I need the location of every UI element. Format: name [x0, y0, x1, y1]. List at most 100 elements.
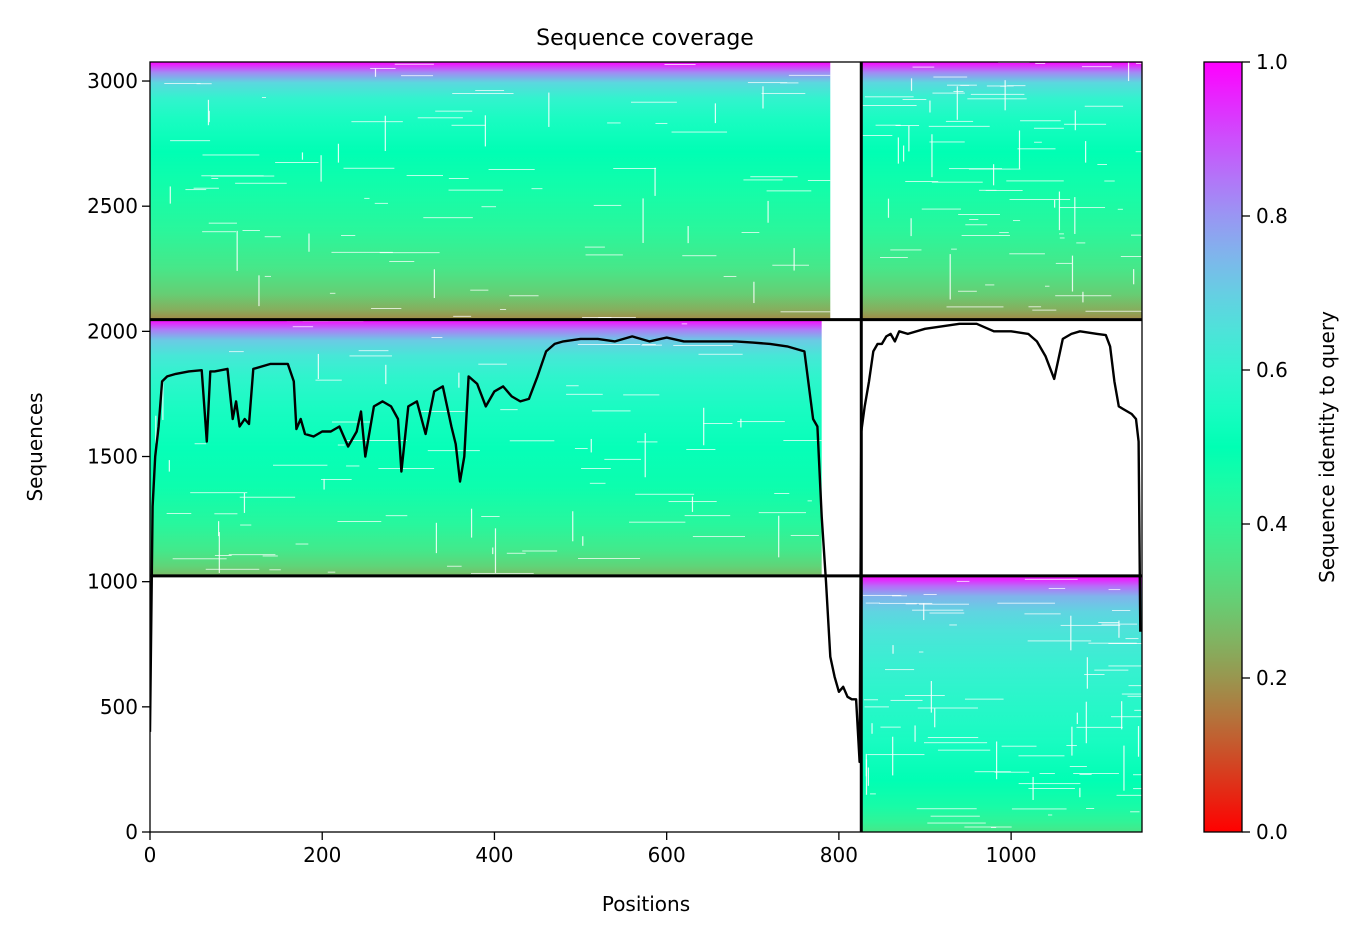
gap-streak — [780, 82, 799, 84]
gap-streak — [1097, 164, 1107, 165]
gap-streak — [421, 410, 465, 412]
gap-streak-vertical — [494, 528, 497, 573]
colorbar-tick-label: 0.0 — [1256, 820, 1288, 844]
gap-streak — [964, 698, 1004, 700]
gap-streak-vertical — [162, 379, 164, 420]
gap-streak — [1120, 256, 1142, 257]
gap-streak — [581, 468, 611, 469]
block-bottom-right — [861, 575, 1142, 832]
gap-streak — [1032, 309, 1057, 311]
gap-streak-vertical — [492, 547, 494, 555]
gap-streak-vertical — [892, 645, 894, 654]
gap-streak-vertical — [767, 200, 769, 223]
gap-streak-vertical — [1032, 776, 1034, 800]
gap-streak — [1081, 66, 1112, 68]
gap-streak-vertical — [992, 164, 995, 186]
gap-streak — [918, 651, 924, 653]
gap-streak — [1069, 766, 1087, 767]
gap-streak-vertical — [892, 736, 894, 776]
gap-streak-vertical — [753, 281, 755, 304]
gap-streak — [870, 793, 876, 795]
gap-streak-vertical — [714, 103, 716, 124]
gap-streak — [1034, 141, 1042, 143]
gap-streak — [1084, 105, 1124, 107]
x-tick-label: 800 — [820, 843, 858, 867]
gap-streak — [1011, 808, 1067, 810]
gap-streak — [994, 771, 1030, 773]
gap-streak — [1027, 640, 1092, 642]
gap-streak-vertical — [644, 433, 646, 478]
gap-streak-vertical — [1085, 141, 1087, 163]
gap-streak — [997, 602, 1056, 604]
gap-streak-vertical — [1071, 255, 1074, 292]
gap-streak-vertical — [169, 186, 171, 204]
gap-streak — [346, 465, 360, 467]
gap-streak-vertical — [207, 99, 210, 126]
gap-streak — [1059, 207, 1106, 209]
gap-streak — [1073, 773, 1119, 774]
gap-streak-vertical — [1085, 701, 1087, 744]
gap-streak — [172, 558, 227, 560]
gap-streak — [968, 168, 1021, 170]
gap-streak — [664, 64, 696, 65]
gap-streak — [481, 206, 497, 208]
gap-streak — [961, 235, 1010, 236]
plot-area — [150, 62, 1142, 832]
gap-streak — [331, 421, 372, 423]
gap-streak — [750, 176, 798, 178]
gap-streak — [932, 92, 965, 94]
y-tick-label: 2000 — [87, 319, 138, 343]
gap-streak — [374, 202, 388, 204]
gap-streak — [531, 188, 543, 190]
gap-streak — [1108, 643, 1142, 644]
y-tick-label: 1000 — [87, 570, 138, 594]
gap-streak — [607, 122, 621, 124]
gap-streak — [329, 292, 336, 294]
gap-streak — [1079, 773, 1092, 775]
gap-streak-vertical — [929, 100, 931, 113]
gap-streak — [865, 602, 880, 604]
gap-streak-vertical — [1133, 269, 1135, 285]
gap-streak — [635, 493, 695, 495]
gap-streak — [499, 309, 507, 310]
gap-streak — [315, 379, 342, 381]
gap-streaks — [155, 62, 1142, 828]
gap-streak — [1020, 120, 1061, 122]
gap-streak — [1055, 262, 1072, 264]
gap-streak — [747, 82, 788, 84]
gap-streak — [1133, 788, 1142, 790]
gap-streak — [912, 66, 935, 68]
gap-streak — [895, 125, 920, 126]
gap-streak-vertical — [1076, 712, 1078, 725]
gap-streak — [371, 308, 402, 309]
gap-streak — [1059, 237, 1065, 239]
gap-streak — [264, 236, 281, 238]
gap-streak — [1028, 306, 1042, 308]
gap-streak — [1111, 716, 1142, 718]
gap-streak — [1125, 638, 1139, 640]
gap-streak — [761, 92, 806, 94]
gap-streak — [766, 190, 812, 192]
gap-streak — [937, 749, 991, 751]
gap-streak — [1006, 180, 1064, 182]
gap-streak-vertical — [1123, 745, 1125, 791]
gap-streak-vertical — [320, 155, 322, 182]
colorbar-label: Sequence identity to query — [1315, 311, 1339, 583]
gap-streak-vertical — [385, 364, 387, 385]
gap-streak-vertical — [931, 134, 933, 178]
gap-streak — [205, 568, 260, 570]
gap-streak — [1130, 811, 1140, 813]
gap-streak — [904, 695, 945, 696]
gap-streak — [1018, 783, 1081, 785]
gap-streak-vertical — [897, 137, 899, 164]
gap-streak — [957, 290, 977, 292]
gap-streak — [370, 68, 396, 70]
gap-streak-vertical — [654, 167, 656, 196]
gap-streak — [214, 513, 238, 515]
y-tick-label: 500 — [100, 695, 138, 719]
gap-streak — [566, 393, 603, 395]
gap-streak — [671, 131, 728, 133]
x-tick-label: 400 — [475, 843, 513, 867]
gap-streak-vertical — [168, 460, 170, 472]
gap-streak-vertical — [374, 68, 377, 77]
